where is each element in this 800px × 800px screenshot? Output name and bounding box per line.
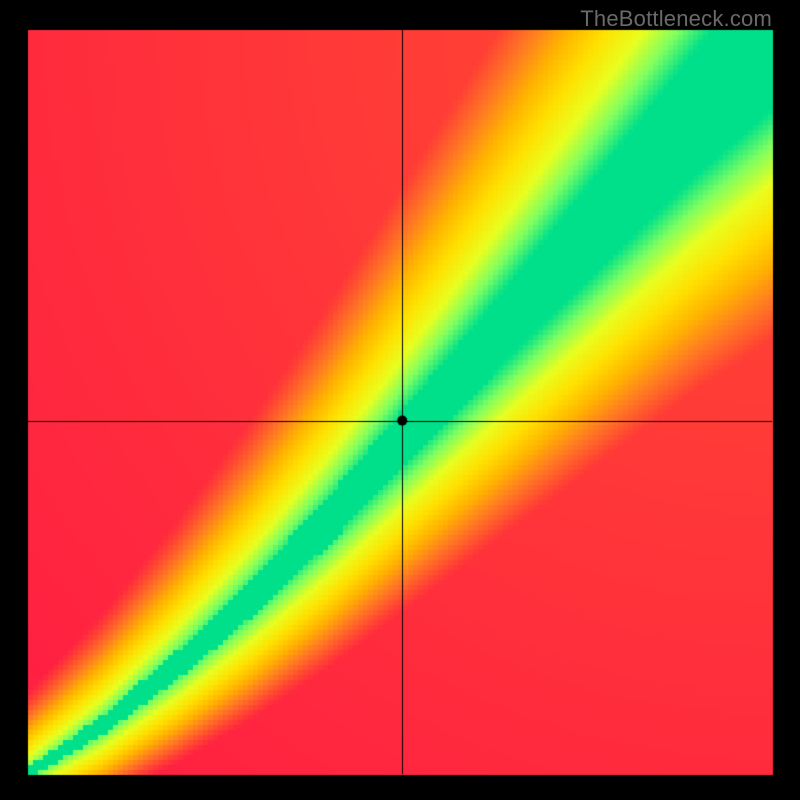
chart-container: TheBottleneck.com <box>0 0 800 800</box>
bottleneck-heatmap <box>0 0 800 800</box>
watermark-text: TheBottleneck.com <box>580 6 772 32</box>
